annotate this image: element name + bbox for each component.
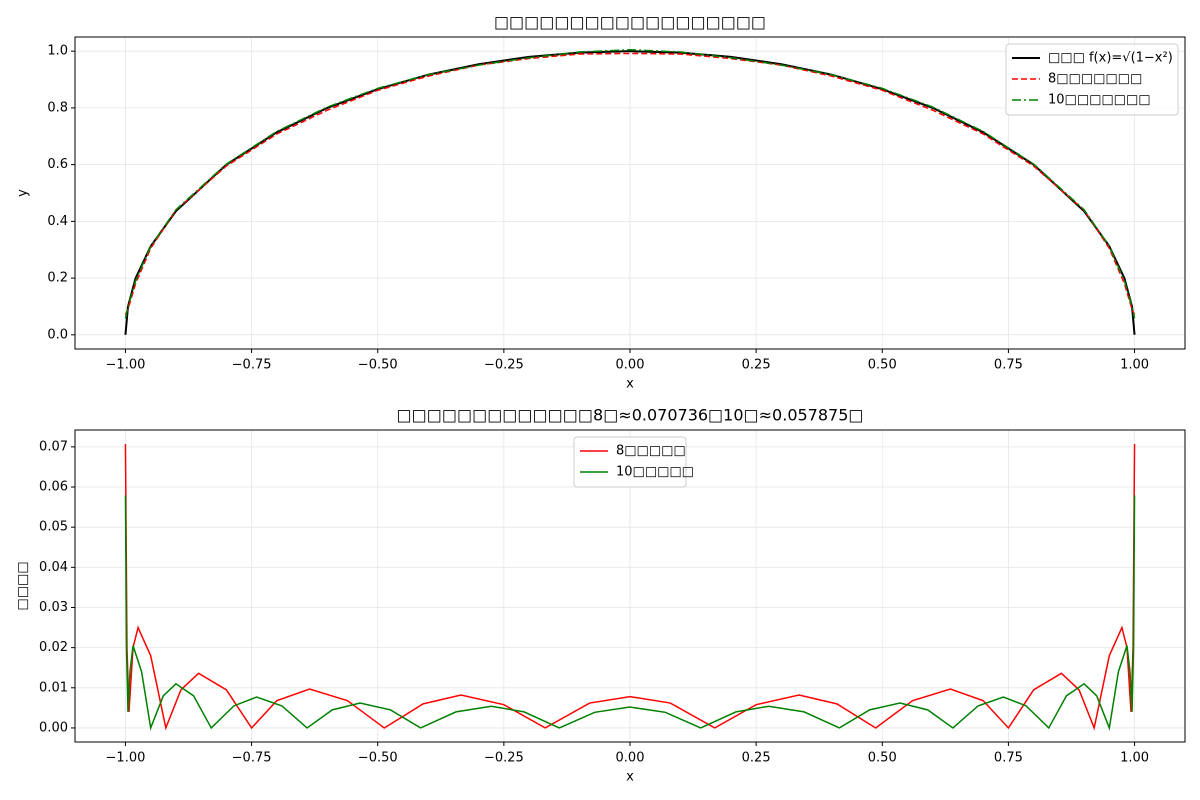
chart-title: □□□□□□□□□□□□□□□□□□	[494, 13, 766, 32]
x-tick-label: −0.25	[484, 358, 524, 373]
y-tick-label: 0.03	[39, 600, 68, 615]
x-tick-label: −0.50	[358, 358, 398, 373]
y-tick-label: 0.00	[39, 720, 68, 735]
legend-label: 10□□□□□□□	[1048, 93, 1151, 108]
x-tick-label: −0.75	[232, 358, 272, 373]
series-line	[124, 444, 1136, 731]
y-tick-label: 0.02	[39, 640, 68, 655]
x-tick-label: 0.75	[994, 751, 1023, 766]
y-axis-label: y	[16, 189, 31, 197]
axes-frame	[74, 36, 1186, 350]
x-tick-label: −0.50	[358, 751, 398, 766]
legend-label: 10□□□□□	[616, 465, 694, 480]
legend-box	[573, 436, 687, 488]
y-tick-label: 0.07	[39, 439, 68, 454]
legend-box	[1005, 43, 1179, 116]
y-tick-label: 1.0	[47, 44, 68, 59]
x-tick-label: 1.00	[1120, 751, 1149, 766]
x-tick-label: 1.00	[1120, 358, 1149, 373]
x-tick-label: 0.50	[868, 358, 897, 373]
x-axis-label: x	[626, 377, 634, 392]
legend-label: 8□□□□□□□	[1048, 72, 1142, 87]
chart-title: □□□□□□□□□□□□□8□≈0.070736□10□≈0.057875□	[396, 406, 863, 425]
y-tick-label: 0.04	[39, 560, 68, 575]
x-tick-label: 0.00	[616, 358, 645, 373]
y-tick-label: 0.01	[39, 680, 68, 695]
x-tick-label: 0.50	[868, 751, 897, 766]
axes-frame	[74, 429, 1186, 743]
y-tick-label: 0.2	[47, 271, 68, 286]
y-tick-label: 0.05	[39, 520, 68, 535]
series-line	[124, 49, 1136, 319]
y-tick-label: 0.8	[47, 100, 68, 115]
y-tick-label: 0.06	[39, 480, 68, 495]
legend-label: □□□ f(x)=√(1−x²)	[1048, 51, 1173, 66]
x-tick-label: −1.00	[106, 358, 146, 373]
x-tick-label: −0.75	[232, 751, 272, 766]
y-tick-label: 0.6	[47, 157, 68, 172]
x-tick-label: 0.25	[742, 358, 771, 373]
series-line	[124, 495, 1136, 731]
x-tick-label: 0.00	[616, 751, 645, 766]
x-tick-label: −0.25	[484, 751, 524, 766]
y-tick-label: 0.0	[47, 327, 68, 342]
y-tick-label: 0.4	[47, 214, 68, 229]
legend-label: 8□□□□□	[616, 444, 686, 459]
x-axis-label: x	[626, 770, 634, 785]
x-tick-label: −1.00	[106, 751, 146, 766]
y-axis-label: □□□□	[16, 561, 31, 610]
x-tick-label: 0.75	[994, 358, 1023, 373]
x-tick-label: 0.25	[742, 751, 771, 766]
